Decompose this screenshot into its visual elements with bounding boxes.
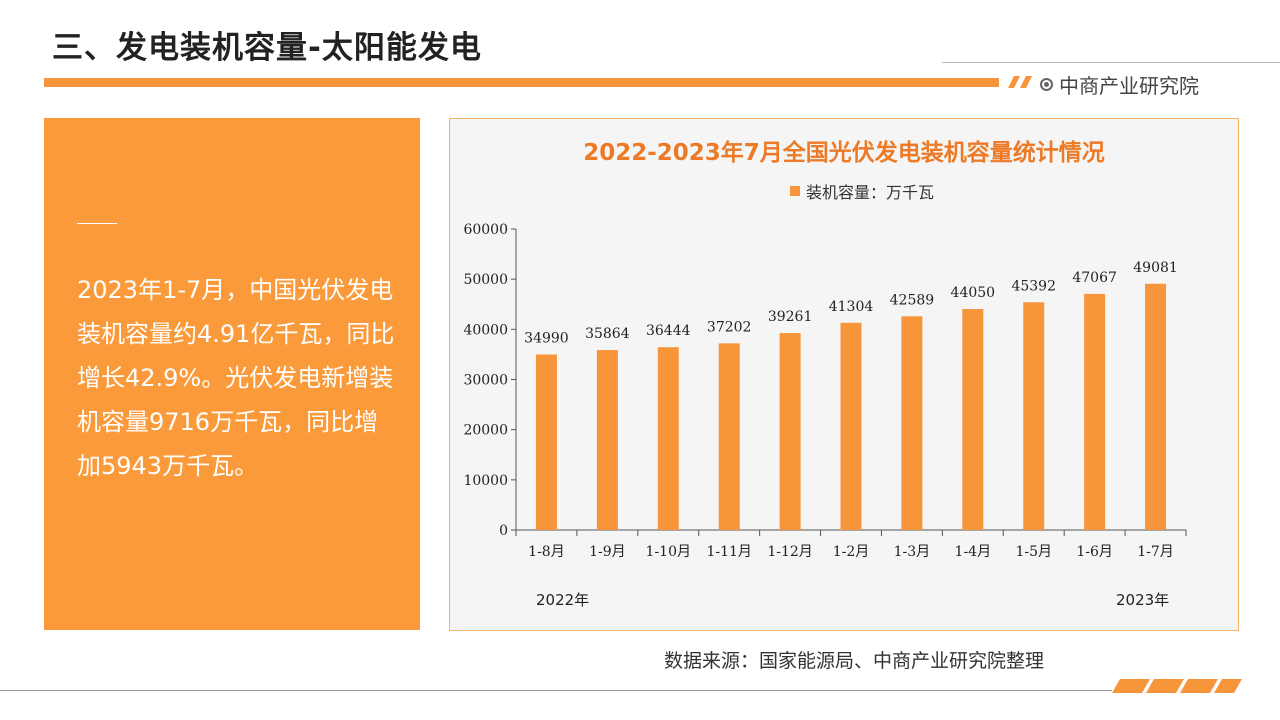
bar-value-label: 45392	[1011, 278, 1056, 294]
bar-chart: 0 10000 20000 30000 40000 50000 60000 34990 1-8月…	[463, 222, 1187, 560]
legend-swatch	[790, 186, 800, 196]
x-tick-label: 1-12月	[767, 544, 812, 560]
x-tick-label: 1-2月	[833, 544, 870, 560]
y-tick-label: 0	[499, 523, 508, 539]
bar	[718, 343, 740, 530]
y-tick-label: 10000	[463, 473, 508, 489]
bar-value-label: 47067	[1072, 270, 1117, 286]
bar-value-label: 36444	[646, 323, 691, 339]
panel-divider	[77, 223, 117, 224]
brand-logo: 中商产业研究院	[1040, 70, 1199, 99]
data-source: 数据来源：国家能源局、中商产业研究院整理	[664, 650, 1045, 672]
bar	[962, 309, 984, 530]
header-stripes-icon	[1008, 76, 1032, 88]
x-tick-label: 1-4月	[955, 544, 992, 560]
chart-title: 2022-2023年7月全国光伏发电装机容量统计情况	[583, 140, 1105, 166]
brand-circle-icon	[1040, 78, 1053, 91]
x-tick-label: 1-6月	[1076, 544, 1113, 560]
x-tick-label: 1-10月	[646, 544, 691, 560]
x-tick-label: 1-11月	[706, 544, 751, 560]
y-tick-label: 20000	[463, 423, 508, 439]
y-tick-label: 30000	[463, 373, 508, 389]
summary-panel: 2023年1-7月，中国光伏发电装机容量约4.91亿千瓦，同比增长42.9%。光…	[44, 118, 420, 630]
year-label-2022: 2022年	[536, 591, 590, 609]
bar-value-label: 35864	[585, 326, 630, 342]
bar-value-label: 41304	[829, 299, 874, 315]
bar	[1023, 302, 1045, 530]
bar	[657, 347, 679, 530]
chart-container: 2022-2023年7月全国光伏发电装机容量统计情况 装机容量：万千瓦 0 100…	[449, 118, 1239, 631]
bar	[535, 354, 557, 530]
brand-name: 中商产业研究院	[1059, 74, 1199, 98]
footer-stripes-icon	[1112, 679, 1242, 693]
x-tick-label: 1-5月	[1015, 544, 1052, 560]
bar	[596, 350, 618, 530]
bar-value-label: 44050	[951, 285, 996, 301]
summary-text: 2023年1-7月，中国光伏发电装机容量约4.91亿千瓦，同比增长42.9%。光…	[77, 276, 395, 480]
header-thin-line	[942, 62, 1280, 63]
y-tick-label: 40000	[463, 322, 508, 338]
bar-value-label: 42589	[890, 292, 935, 308]
footer-line	[0, 690, 1112, 691]
bar	[1084, 293, 1106, 530]
bar-value-label: 49081	[1133, 260, 1178, 276]
bar	[779, 333, 801, 530]
chart-legend: 装机容量：万千瓦	[790, 179, 934, 203]
bar	[1145, 283, 1167, 530]
x-tick-label: 1-8月	[528, 544, 565, 560]
bar-value-label: 34990	[524, 330, 569, 346]
year-label-2023: 2023年	[1116, 591, 1170, 609]
y-tick-label: 60000	[463, 222, 508, 238]
bar	[840, 322, 862, 530]
bar-value-label: 37202	[707, 319, 752, 335]
bar-value-label: 39261	[768, 309, 813, 325]
y-tick-label: 50000	[463, 272, 508, 288]
bar	[901, 316, 923, 530]
x-tick-label: 1-9月	[589, 544, 626, 560]
legend-label: 装机容量：万千瓦	[806, 183, 935, 202]
x-tick-label: 1-7月	[1137, 544, 1174, 560]
page-title: 三、发电装机容量-太阳能发电	[52, 30, 482, 66]
x-tick-label: 1-3月	[894, 544, 931, 560]
header-orange-bar	[44, 78, 999, 87]
